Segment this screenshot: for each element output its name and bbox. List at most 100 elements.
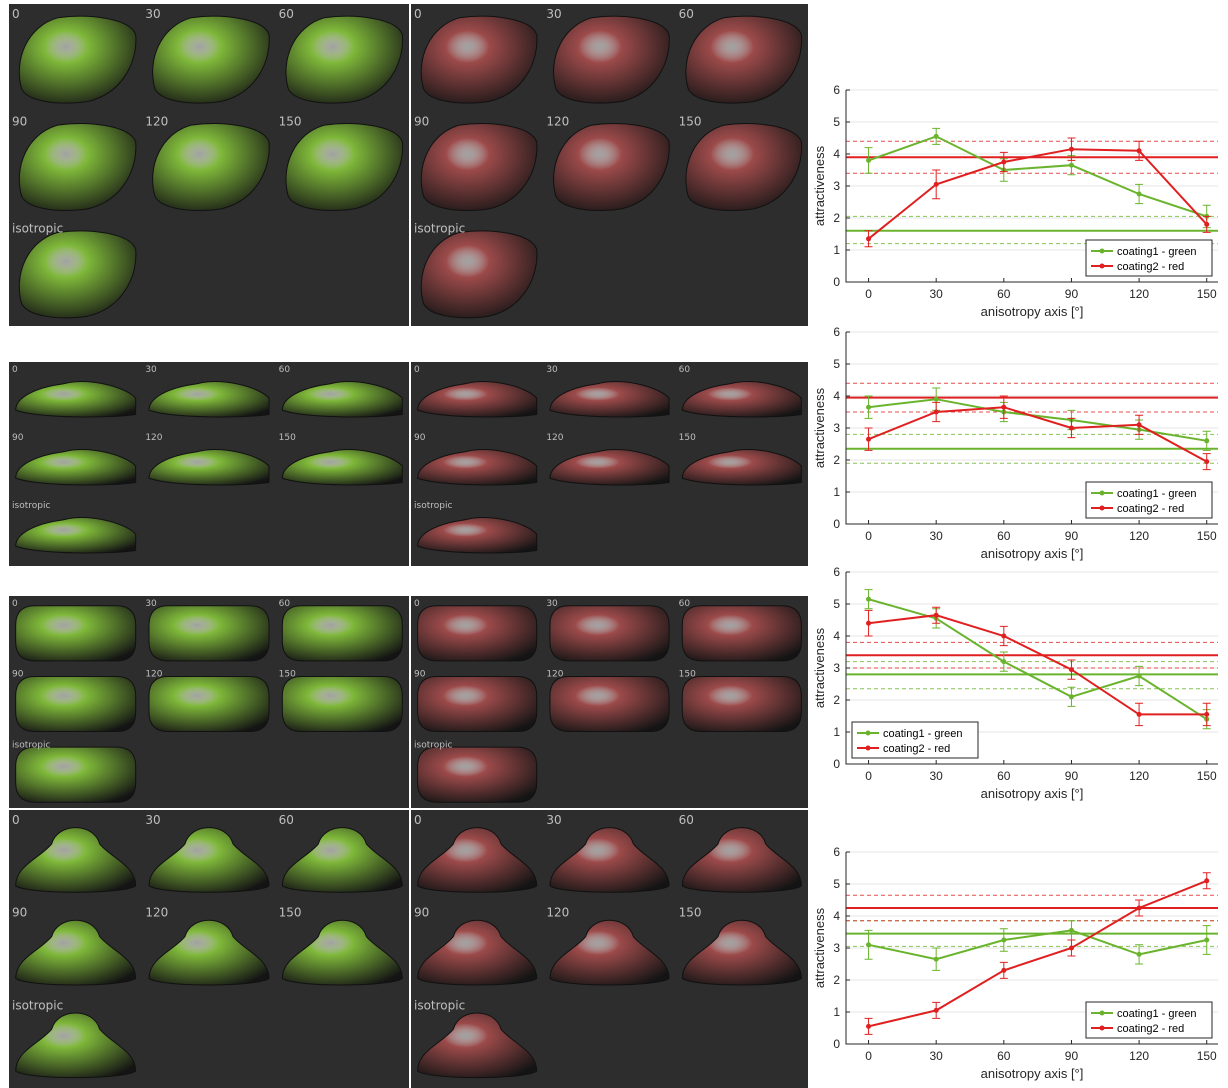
- x-tick-label: 30: [930, 1049, 944, 1063]
- x-tick-label: 120: [1129, 769, 1149, 783]
- y-tick-label: 0: [833, 275, 840, 289]
- legend-marker: [1099, 490, 1105, 496]
- tile-label: isotropic: [414, 998, 465, 1012]
- data-point: [933, 612, 939, 618]
- tub-shape-render: [681, 675, 802, 733]
- y-tick-label: 4: [833, 389, 840, 403]
- tile-label: 120: [546, 433, 563, 443]
- series-line: [868, 929, 1207, 961]
- tile-label: 60: [679, 599, 691, 609]
- y-tick-label: 0: [833, 1037, 840, 1051]
- tile-label: 30: [546, 7, 561, 21]
- tile-label: 120: [145, 906, 168, 920]
- tile-label: isotropic: [414, 740, 452, 750]
- flat-car-shape-render: [281, 381, 403, 418]
- series-line: [868, 879, 1208, 1028]
- data-point: [1204, 221, 1210, 227]
- y-tick-label: 5: [833, 877, 840, 891]
- dome-shape-render: [681, 919, 802, 986]
- legend: coating1 - green coating2 - red: [1085, 481, 1213, 519]
- tile-label: 120: [546, 906, 569, 920]
- flat-car-shape-render: [148, 449, 270, 486]
- data-point: [1136, 711, 1142, 717]
- x-tick-label: 120: [1129, 1049, 1149, 1063]
- tile-label: 0: [414, 813, 422, 827]
- data-point: [1001, 659, 1007, 665]
- dome-shape-render: [417, 919, 538, 986]
- chart-1: 0 1 2 3 4 5 6 0 30 60 90 120 150 anisotropy axis [°] a…: [810, 83, 1226, 324]
- data-point: [1136, 422, 1142, 428]
- dome-shape-render: [417, 827, 538, 893]
- tile-label: 0: [12, 7, 20, 21]
- series-line: [868, 598, 1208, 721]
- render-grid: 0 30 60 90 120 150 isotropic: [414, 813, 802, 1079]
- flat-car-shape-render: [681, 449, 802, 486]
- car-shape-render: [285, 15, 404, 104]
- tile-label: 30: [546, 365, 558, 375]
- tile-label: isotropic: [12, 998, 63, 1012]
- tile-label: 90: [414, 433, 426, 443]
- data-point: [1001, 159, 1007, 165]
- data-point: [933, 956, 939, 962]
- flat-car-shape-render: [15, 381, 137, 418]
- tile-label: 0: [12, 813, 20, 827]
- legend: coating1 - green coating2 - red: [1085, 1001, 1213, 1039]
- y-tick-label: 1: [833, 1005, 840, 1019]
- data-point: [1001, 937, 1007, 943]
- legend-entry: coating2 - red: [1117, 261, 1184, 273]
- tub-shape-render: [417, 675, 538, 733]
- data-point: [1068, 667, 1074, 673]
- data-point: [866, 596, 872, 602]
- y-axis-label: attractiveness: [812, 145, 827, 226]
- tile-label: 90: [12, 114, 27, 128]
- data-point: [1068, 425, 1074, 431]
- tub-shape-render: [148, 675, 270, 733]
- tub-shape-render: [417, 605, 538, 662]
- x-tick-label: 60: [997, 529, 1011, 543]
- x-axis-label: anisotropy axis [°]: [981, 1066, 1084, 1081]
- y-axis-label: attractiveness: [812, 907, 827, 988]
- render-panel-tub-shape-red: 0 30 60 90 120 150 isotropic: [411, 596, 808, 808]
- car-shape-render: [420, 15, 538, 104]
- legend-entry: coating1 - green: [1117, 488, 1197, 500]
- dome-shape-render: [15, 1012, 137, 1079]
- tile-label: 90: [414, 114, 429, 128]
- flat-car-shape-render: [417, 381, 538, 418]
- legend-box: [1085, 1001, 1213, 1039]
- flat-car-shape-render: [281, 449, 403, 486]
- x-tick-label: 0: [865, 287, 872, 301]
- tile-label: 120: [145, 670, 162, 680]
- dome-shape-render: [148, 919, 270, 986]
- tile-label: 150: [279, 114, 302, 128]
- x-tick-label: 60: [997, 287, 1011, 301]
- tile-label: 0: [12, 599, 18, 609]
- render-grid: 0 30 60 90 120 150 isotropic: [12, 365, 403, 554]
- legend-marker: [1099, 1010, 1105, 1016]
- y-tick-label: 0: [833, 517, 840, 531]
- dome-shape-render: [15, 919, 137, 986]
- tile-label: 150: [679, 670, 696, 680]
- data-point: [933, 396, 939, 402]
- tile-label: 90: [12, 433, 24, 443]
- dome-shape-render: [417, 1012, 538, 1079]
- x-tick-label: 150: [1197, 1049, 1217, 1063]
- data-point: [1068, 945, 1074, 951]
- x-tick-label: 0: [865, 769, 872, 783]
- data-point: [933, 133, 939, 139]
- legend-marker: [1099, 248, 1105, 254]
- tub-shape-render: [15, 746, 137, 803]
- x-axis-label: anisotropy axis [°]: [981, 786, 1084, 801]
- flat-car-shape-render: [549, 449, 670, 486]
- data-point: [1204, 438, 1210, 444]
- x-tick-label: 0: [865, 1049, 872, 1063]
- x-tick-label: 90: [1065, 1049, 1079, 1063]
- data-point: [1136, 673, 1142, 679]
- legend: coating1 - green coating2 - red: [1085, 239, 1213, 277]
- x-tick-label: 30: [930, 529, 944, 543]
- tile-label: isotropic: [414, 222, 465, 236]
- data-point: [866, 942, 872, 948]
- y-axis-label: attractiveness: [812, 387, 827, 468]
- x-tick-label: 90: [1065, 287, 1079, 301]
- y-tick-label: 6: [833, 565, 840, 579]
